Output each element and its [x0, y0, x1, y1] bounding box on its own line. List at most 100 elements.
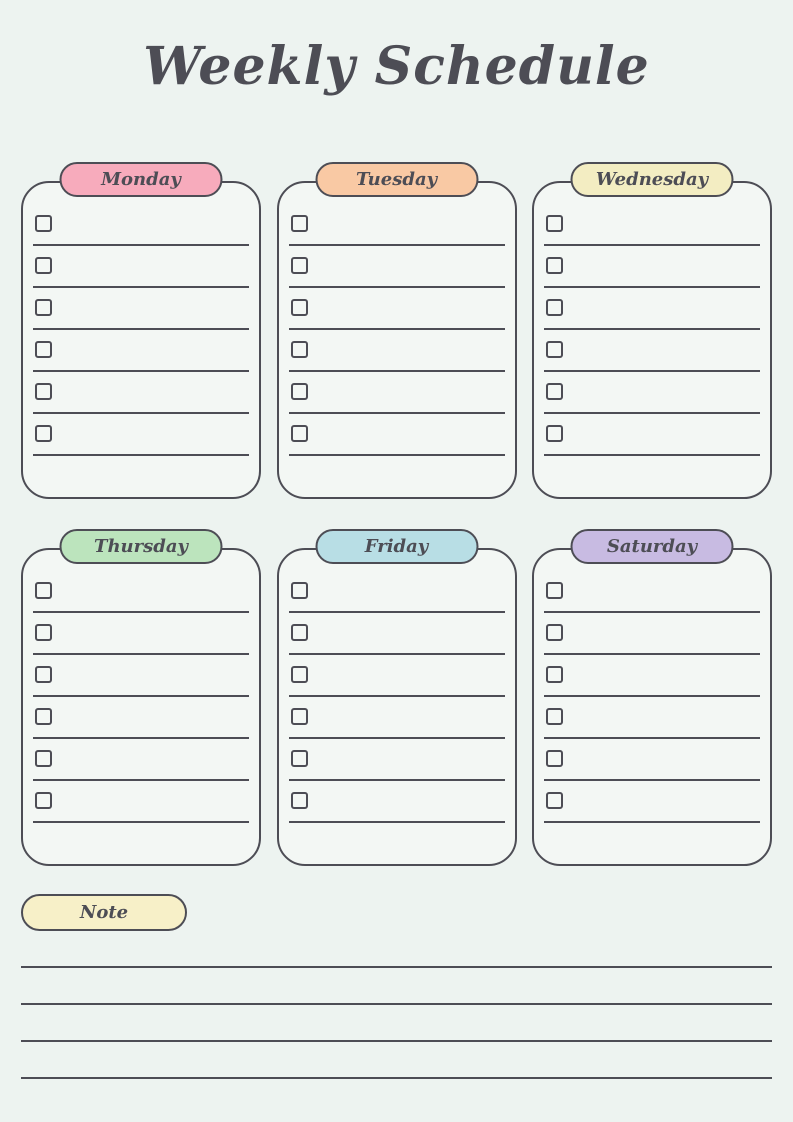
task-checkbox[interactable] [35, 299, 52, 316]
task-checkbox[interactable] [290, 708, 308, 725]
task-line[interactable] [33, 244, 249, 246]
task-line[interactable] [544, 286, 760, 288]
day-pill-wednesday: Wednesday [570, 162, 734, 197]
task-line[interactable] [33, 412, 249, 414]
task-checkbox[interactable] [35, 792, 52, 809]
task-row [33, 299, 249, 341]
task-line[interactable] [33, 779, 249, 781]
task-checkbox[interactable] [290, 215, 308, 232]
task-line[interactable] [288, 370, 505, 372]
task-row [544, 792, 760, 834]
task-rows [544, 215, 760, 467]
task-line[interactable] [544, 695, 760, 697]
task-checkbox[interactable] [546, 708, 563, 725]
task-row [544, 383, 760, 425]
task-row [288, 383, 505, 425]
task-line[interactable] [288, 244, 505, 246]
task-checkbox[interactable] [546, 666, 563, 683]
task-line[interactable] [33, 370, 249, 372]
task-checkbox[interactable] [546, 624, 563, 641]
day-card-wednesday: Wednesday [532, 162, 772, 499]
task-line[interactable] [544, 779, 760, 781]
task-checkbox[interactable] [290, 750, 308, 767]
task-line[interactable] [544, 454, 760, 456]
note-line[interactable] [21, 931, 772, 968]
task-row [288, 425, 505, 467]
task-checkbox[interactable] [35, 257, 52, 274]
task-checkbox[interactable] [546, 341, 563, 358]
task-line[interactable] [33, 454, 249, 456]
task-line[interactable] [33, 328, 249, 330]
task-checkbox[interactable] [35, 341, 52, 358]
task-row [33, 383, 249, 425]
task-checkbox[interactable] [546, 425, 563, 442]
task-line[interactable] [544, 611, 760, 613]
task-row [544, 215, 760, 257]
day-pill-saturday: Saturday [570, 529, 734, 564]
task-row [288, 708, 505, 750]
task-line[interactable] [544, 370, 760, 372]
task-line[interactable] [544, 821, 760, 823]
task-line[interactable] [544, 737, 760, 739]
task-line[interactable] [33, 695, 249, 697]
task-checkbox[interactable] [35, 383, 52, 400]
task-line[interactable] [288, 737, 505, 739]
task-checkbox[interactable] [35, 582, 52, 599]
task-row [288, 750, 505, 792]
task-row [33, 257, 249, 299]
task-line[interactable] [288, 412, 505, 414]
task-row [288, 257, 505, 299]
task-line[interactable] [544, 328, 760, 330]
task-checkbox[interactable] [290, 792, 308, 809]
task-checkbox[interactable] [35, 624, 52, 641]
task-line[interactable] [544, 653, 760, 655]
task-checkbox[interactable] [546, 792, 563, 809]
task-line[interactable] [288, 611, 505, 613]
task-line[interactable] [33, 286, 249, 288]
task-checkbox[interactable] [290, 383, 308, 400]
day-card-body [23, 183, 259, 467]
task-checkbox[interactable] [35, 708, 52, 725]
task-row [33, 708, 249, 750]
task-line[interactable] [288, 695, 505, 697]
task-line[interactable] [544, 244, 760, 246]
task-line[interactable] [288, 653, 505, 655]
task-row [33, 582, 249, 624]
task-line[interactable] [33, 737, 249, 739]
task-line[interactable] [288, 779, 505, 781]
note-line[interactable] [21, 968, 772, 1005]
day-card-monday: Monday [21, 162, 261, 499]
task-line[interactable] [33, 653, 249, 655]
task-checkbox[interactable] [290, 425, 308, 442]
task-line[interactable] [288, 821, 505, 823]
task-checkbox[interactable] [35, 750, 52, 767]
task-checkbox[interactable] [546, 750, 563, 767]
task-checkbox[interactable] [546, 257, 563, 274]
task-line[interactable] [288, 454, 505, 456]
task-checkbox[interactable] [546, 383, 563, 400]
day-label-thursday: Thursday [94, 536, 188, 557]
task-checkbox[interactable] [290, 582, 308, 599]
task-checkbox[interactable] [290, 299, 308, 316]
task-line[interactable] [33, 821, 249, 823]
task-checkbox[interactable] [290, 341, 308, 358]
task-line[interactable] [288, 328, 505, 330]
day-card-thursday: Thursday [21, 529, 261, 866]
note-line[interactable] [21, 1005, 772, 1042]
task-checkbox[interactable] [290, 624, 308, 641]
task-checkbox[interactable] [290, 666, 308, 683]
task-checkbox[interactable] [290, 257, 308, 274]
note-line[interactable] [21, 1042, 772, 1079]
task-row [544, 666, 760, 708]
task-row [33, 215, 249, 257]
task-checkbox[interactable] [546, 215, 563, 232]
task-checkbox[interactable] [35, 215, 52, 232]
note-pill: Note [21, 894, 187, 931]
task-line[interactable] [33, 611, 249, 613]
task-checkbox[interactable] [546, 582, 563, 599]
task-checkbox[interactable] [35, 425, 52, 442]
task-checkbox[interactable] [35, 666, 52, 683]
task-checkbox[interactable] [546, 299, 563, 316]
task-line[interactable] [544, 412, 760, 414]
task-line[interactable] [288, 286, 505, 288]
